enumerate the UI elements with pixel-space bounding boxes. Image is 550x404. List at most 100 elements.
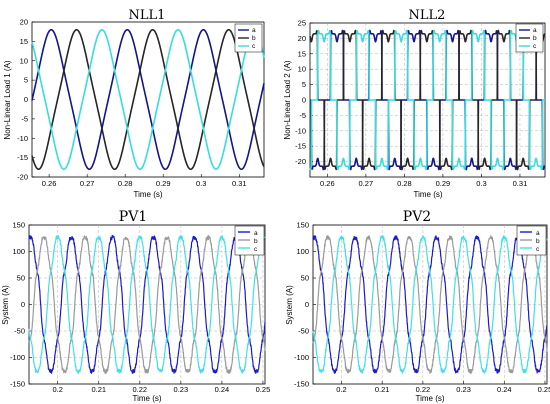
series-line-c [28,235,266,374]
x-tick-label: 0.26 [42,179,57,188]
series-group [309,29,546,171]
y-tick-label: 0 [305,300,309,309]
chart-title: PV2 [403,209,431,225]
x-tick-label: 0.22 [133,385,148,394]
y-axis-label: Non-Linear Load 1 (A) [3,60,12,139]
y-tick-label: 50 [17,274,25,283]
x-tick-label: 0.29 [156,179,171,188]
y-axis-label: System (A) [1,285,10,325]
y-tick-label: 150 [296,221,309,230]
series-group [28,235,266,374]
y-tick-label: -5 [21,114,28,123]
x-axis-label: Time (s) [132,394,161,403]
y-tick-label: 15 [20,37,28,46]
y-tick-label: -20 [17,173,28,182]
x-tick-label: 0.3 [196,179,206,188]
y-tick-label: 50 [301,274,309,283]
y-tick-label: 5 [302,80,306,89]
chart-title: NLL2 [409,8,446,23]
x-tick-label: 0.28 [397,179,412,188]
series-line-b [309,29,546,171]
legend-label-b: b [254,238,258,245]
x-tick-label: 0.26 [320,179,335,188]
y-tick-label: 5 [24,76,28,85]
legend-label-a: a [254,230,258,237]
legend-label-c: c [252,43,256,50]
x-tick-label: 0.28 [118,179,133,188]
legend-lines [238,29,249,47]
legend-label-a: a [252,27,256,34]
chart-nll2: NLL2 0.26 0.27 0.28 0.29 0.3 0.31 -20 -1… [283,8,546,199]
legend: a b c [234,225,265,256]
x-tick-labels: 0.2 0.21 0.22 0.23 0.24 0.25 [336,385,550,394]
x-tick-label: 0.24 [215,385,230,394]
y-axis-label: Non-Linear Load 2 (A) [283,60,292,139]
x-axis-label: Time (s) [413,190,442,199]
series-line-c [312,235,548,374]
x-tick-label: 0.3 [476,179,486,188]
legend-label-b: b [536,238,540,245]
legend-lines [519,29,530,47]
x-tick-label: 0.25 [538,385,550,394]
legend-label-b: b [252,35,256,42]
y-tick-label: -10 [17,134,28,143]
y-tick-label: 0 [24,95,28,104]
y-tick-label: -50 [14,327,25,336]
y-tick-label: -50 [298,327,309,336]
x-tick-label: 0.2 [53,385,63,394]
x-tick-labels: 0.26 0.27 0.28 0.29 0.3 0.31 [320,179,527,188]
chart-title: NLL1 [129,8,166,23]
x-tick-label: 0.23 [174,385,189,394]
legend-label-c: c [254,246,258,253]
y-tick-label: -20 [295,157,306,166]
x-tick-label: 0.27 [359,179,374,188]
y-tick-label: 25 [298,19,306,28]
series-group [31,28,265,171]
y-tick-label: -15 [295,142,306,151]
y-axis-label: System (A) [285,285,294,325]
series-line-c [309,29,546,171]
legend-label-c: c [533,43,537,50]
y-tick-label: 20 [20,18,28,27]
series-line-b [28,235,266,374]
y-tick-labels: -20 -15 -10 -5 0 5 10 15 20 25 [295,19,306,167]
y-tick-label: -100 [10,353,25,362]
x-tick-labels: 0.26 0.27 0.28 0.29 0.3 0.31 [42,179,247,188]
legend-lines [238,231,250,249]
y-tick-label: 0 [302,96,306,105]
y-tick-label: 100 [296,247,309,256]
plot-frame [31,21,265,178]
x-tick-label: 0.21 [91,385,106,394]
y-tick-label: -100 [294,353,309,362]
y-tick-label: 20 [298,34,306,43]
x-axis-label: Time (s) [415,394,444,403]
legend: a b c [516,225,547,256]
chart-pv2: PV2 0.2 0.21 0.22 0.23 0.24 0.25 -150 -1… [285,209,550,403]
y-tick-label: 10 [20,56,28,65]
y-tick-label: 0 [21,300,25,309]
chart-title: PV1 [119,209,147,225]
y-tick-label: -150 [10,380,25,389]
y-tick-label: -15 [17,153,28,162]
legend-label-b: b [533,35,537,42]
x-tick-label: 0.31 [232,179,247,188]
x-tick-label: 0.29 [436,179,451,188]
legend-lines [520,231,532,249]
chart-nll1: NLL1 0.26 0.27 0.28 0.29 0.3 0.31 -20 -1… [3,8,265,199]
series-line-b [31,28,265,171]
x-tick-label: 0.24 [497,385,512,394]
legend-label-a: a [533,27,537,34]
legend-label-c: c [536,246,540,253]
series-group [312,235,548,374]
y-tick-label: 15 [298,49,306,58]
legend-label-a: a [536,230,540,237]
chart-pv1: PV1 0.2 0.21 0.22 0.23 0.24 0.25 -150 -1… [1,209,270,403]
x-tick-label: 0.27 [80,179,95,188]
x-tick-label: 0.25 [256,385,271,394]
x-axis-label: Time (s) [133,190,162,199]
series-line-a [312,235,548,374]
series-line-a [31,28,265,171]
x-tick-label: 0.22 [416,385,431,394]
y-tick-label: 100 [12,247,25,256]
